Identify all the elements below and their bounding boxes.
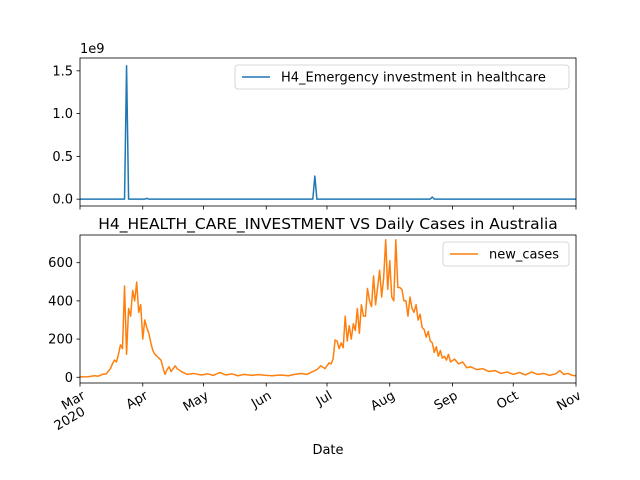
y-tick-label: 200 [48,333,73,348]
y-tick-label: 0 [65,371,73,386]
y-tick-label: 1.0 [52,107,73,122]
x-tick-label: Jul [313,388,335,409]
series-line-new-cases [80,239,576,378]
x-axis-label: Date [312,443,343,458]
y-tick-label: 1.5 [52,64,73,79]
top-y-ticks: 0.0 0.5 1.0 1.5 [52,64,80,208]
y-tick-label: 0.0 [52,193,73,208]
legend-frame [442,241,570,267]
y-tick-label: 0.5 [52,150,73,165]
series-line-h4-investment [80,64,576,200]
bottom-legend: new_cases [442,241,570,267]
top-axes: 0.0 0.5 1.0 1.5 1e9 H4_Emergency investment… [52,42,577,210]
y-offset-text: 1e9 [80,42,105,57]
y-tick-label: 400 [48,294,73,309]
legend-frame [234,64,570,90]
bottom-axes-frame [79,234,577,384]
bottom-y-ticks: 0 200 400 600 [48,256,80,386]
legend-entry-new-cases: new_cases [489,248,559,263]
top-x-ticks [79,206,577,210]
y-tick-label: 600 [48,256,73,271]
legend-entry-h4-investment: H4_Emergency investment in healthcare [281,71,546,86]
top-legend: H4_Emergency investment in healthcare [234,64,570,90]
chart-title: H4_HEALTH_CARE_INVESTMENT VS Daily Cases… [98,215,558,234]
top-axes-frame [79,57,577,207]
